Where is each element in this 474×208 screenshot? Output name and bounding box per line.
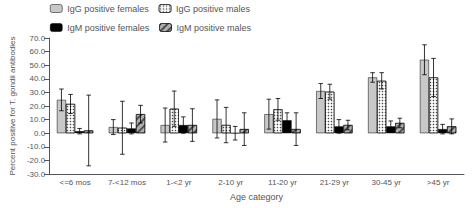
svg-text:1-<2 yr: 1-<2 yr bbox=[166, 178, 191, 187]
svg-text:IgG positive males: IgG positive males bbox=[176, 4, 251, 14]
svg-text:20.0: 20.0 bbox=[30, 102, 46, 111]
svg-text:21-29 yr: 21-29 yr bbox=[320, 178, 350, 187]
svg-text:30.0: 30.0 bbox=[30, 88, 46, 97]
svg-text:<=6 mos: <=6 mos bbox=[59, 178, 90, 187]
svg-text:70.0: 70.0 bbox=[30, 34, 46, 43]
svg-text:30-45 yr: 30-45 yr bbox=[372, 178, 402, 187]
svg-text:-30.0: -30.0 bbox=[27, 170, 46, 179]
svg-text:IgM positive males: IgM positive males bbox=[177, 23, 252, 33]
svg-text:Percent positive for T. gondii: Percent positive for T. gondii antibodie… bbox=[8, 36, 17, 175]
svg-text:7-<12 mos: 7-<12 mos bbox=[108, 178, 146, 187]
svg-text:-10.0: -10.0 bbox=[27, 142, 46, 151]
svg-text:10.0: 10.0 bbox=[30, 115, 46, 124]
svg-text:60.0: 60.0 bbox=[30, 47, 46, 56]
svg-text:Age category: Age category bbox=[230, 192, 284, 202]
svg-text:11-20 yr: 11-20 yr bbox=[268, 178, 297, 187]
svg-text:2-10 yr: 2-10 yr bbox=[218, 178, 243, 187]
svg-text:>45 yr: >45 yr bbox=[427, 178, 450, 187]
svg-text:IgG positive females: IgG positive females bbox=[67, 4, 149, 14]
svg-text:-20.0: -20.0 bbox=[27, 156, 46, 165]
svg-text:IgM positive females: IgM positive females bbox=[67, 23, 150, 33]
svg-text:50.0: 50.0 bbox=[30, 61, 46, 70]
svg-text:40.0: 40.0 bbox=[30, 74, 46, 83]
svg-text:0.0: 0.0 bbox=[34, 129, 46, 138]
